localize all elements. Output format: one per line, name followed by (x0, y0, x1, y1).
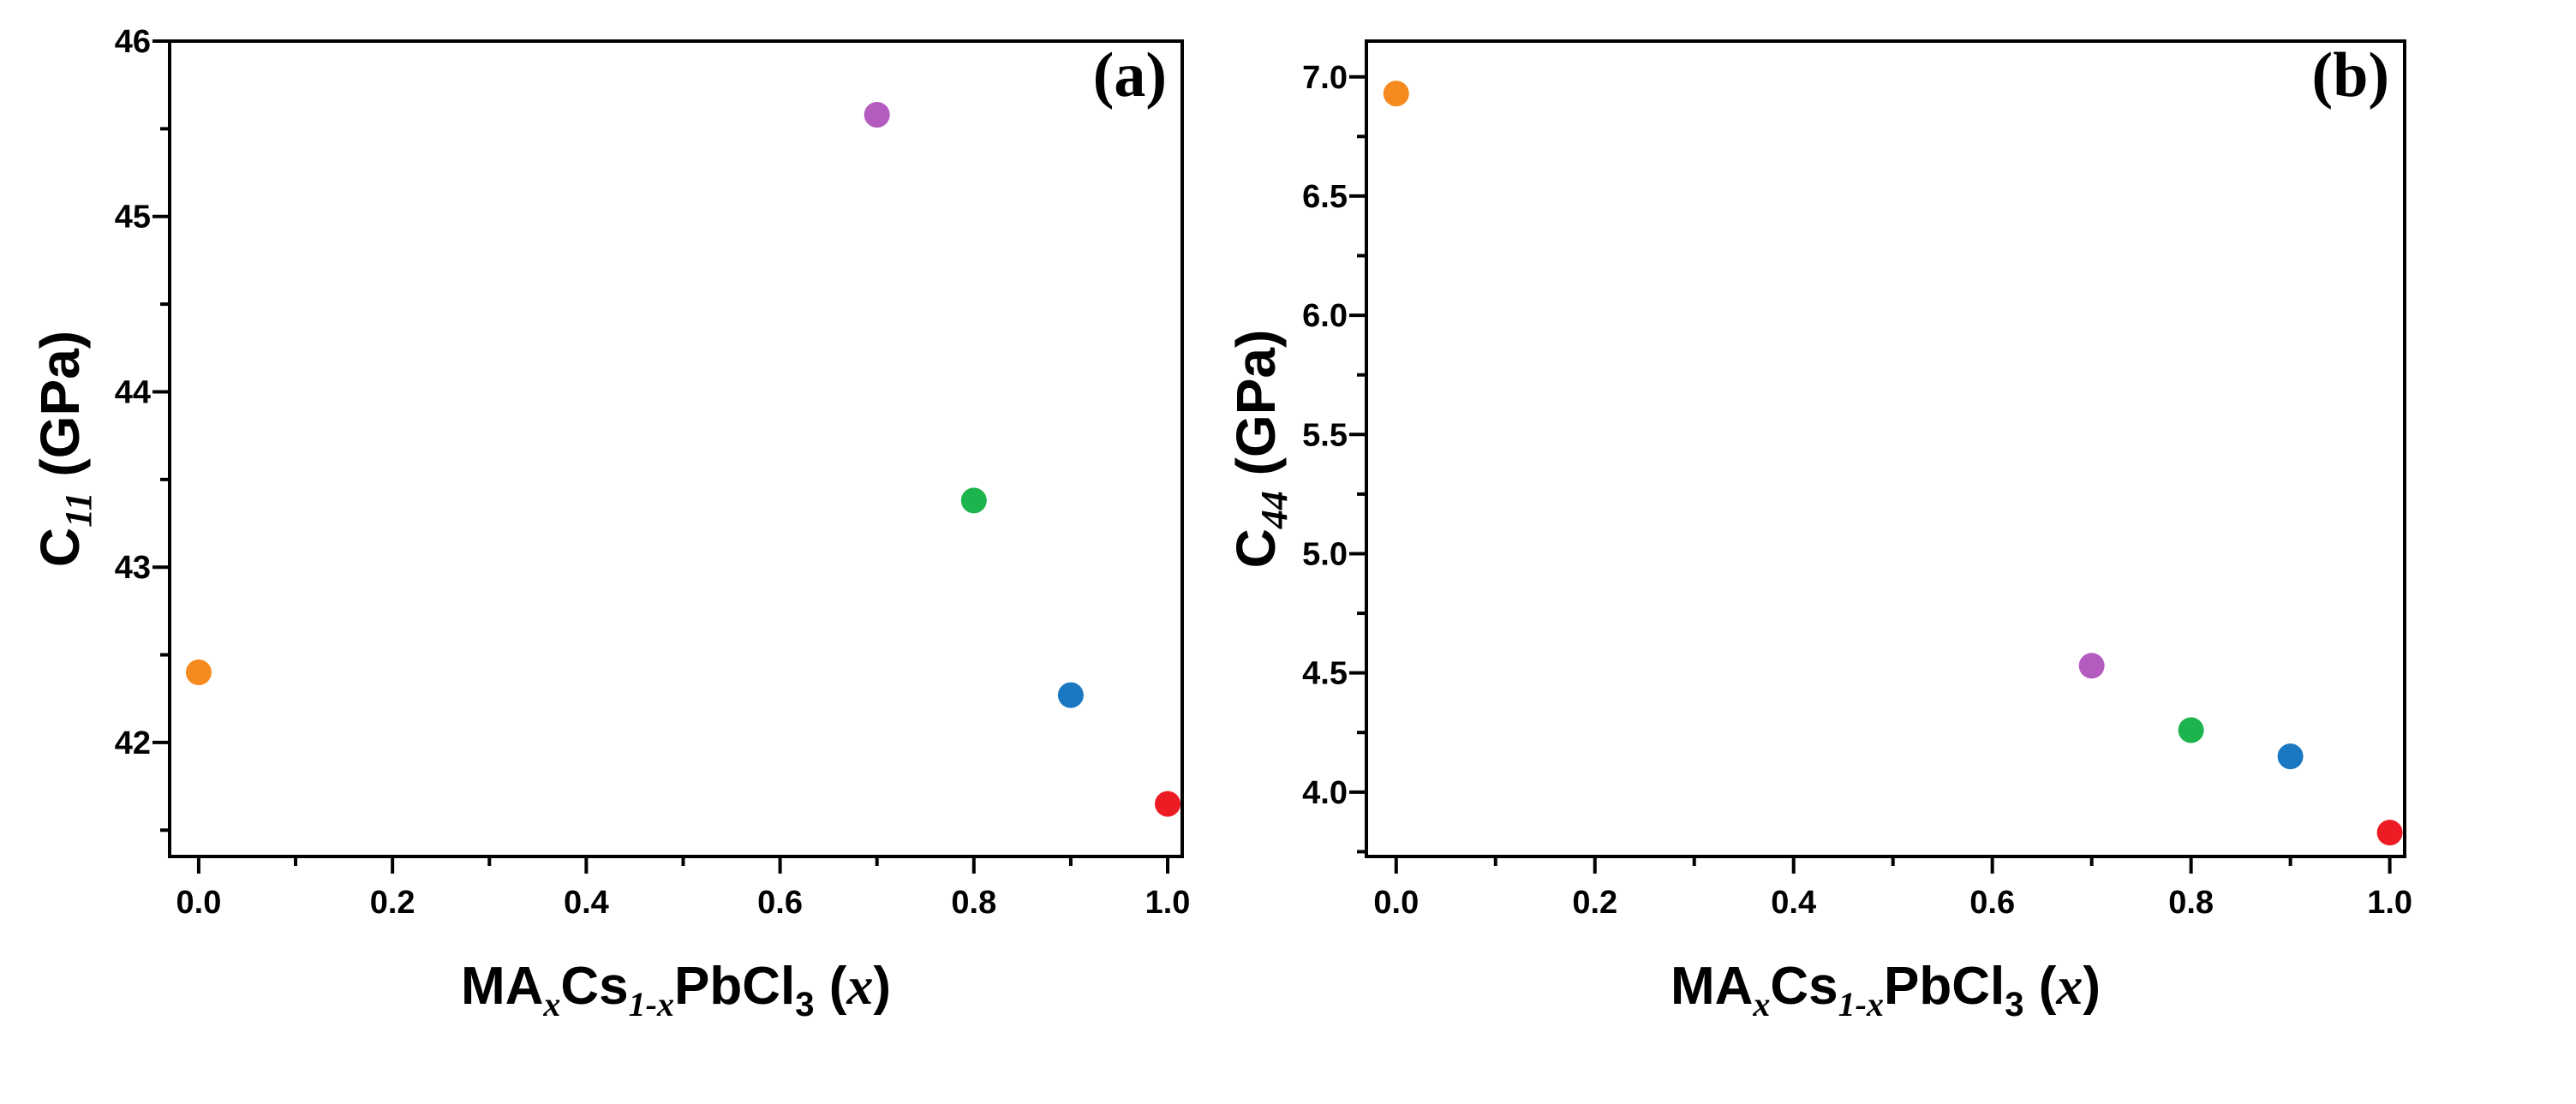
data-point (185, 659, 212, 686)
data-point (1383, 81, 1409, 107)
x-tick-label: 0.4 (1771, 885, 1816, 921)
y-tick-label: 43 (115, 550, 151, 586)
panel-b: 0.0 0.2 0.4 0.6 0.8 1.0 4.0 4.5 5.0 5.5 6.0 6.5 7.0 (… (1225, 39, 2412, 1023)
y-tick-label: 6.5 (1302, 179, 1348, 215)
data-point (960, 487, 987, 514)
data-point (2078, 653, 2105, 679)
y-axis-title: C44 (GPa) (1225, 330, 1295, 569)
y-tick-label: 42 (115, 725, 151, 761)
x-tick-label: 0.6 (1969, 885, 2015, 921)
y-tick-label: 5.0 (1302, 536, 1348, 572)
x-tick-label: 0.0 (176, 885, 222, 921)
y-tick-label: 7.0 (1302, 60, 1348, 96)
y-tick-label: 44 (115, 374, 151, 410)
y-tick-label: 45 (115, 200, 151, 236)
y-tick-label: 6.0 (1302, 298, 1348, 334)
y-axis-title: C11 (GPa) (29, 331, 99, 567)
plot-area-frame (1365, 39, 2406, 858)
panel-label: (b) (2312, 40, 2389, 110)
x-tick-label: 0.0 (1373, 885, 1419, 921)
panel-a: 0.0 0.2 0.4 0.6 0.8 1.0 42 43 44 45 46 (a) MAxCs1-xP… (29, 24, 1190, 1023)
x-tick-label: 0.6 (757, 885, 803, 921)
data-point (1057, 682, 1084, 708)
y-tick-label: 46 (115, 24, 151, 60)
y-tick-label: 5.5 (1302, 417, 1348, 453)
x-tick-label: 0.8 (2168, 885, 2214, 921)
x-axis-title: MAxCs1-xPbCl3 (x) (1671, 957, 2101, 1023)
x-tick-label: 1.0 (2367, 885, 2412, 921)
y-tick-label: 4.0 (1302, 775, 1348, 811)
panel-label: (a) (1093, 40, 1167, 110)
x-tick-label: 0.2 (1572, 885, 1617, 921)
data-point (2376, 820, 2403, 846)
data-point (864, 101, 890, 128)
data-point (2178, 717, 2204, 743)
data-point (2277, 743, 2304, 770)
data-point (1155, 791, 1181, 817)
x-axis-title: MAxCs1-xPbCl3 (x) (461, 957, 891, 1023)
plot-area-frame (168, 39, 1184, 858)
x-tick-label: 1.0 (1145, 885, 1191, 921)
x-tick-label: 0.2 (370, 885, 415, 921)
x-tick-label: 0.8 (951, 885, 996, 921)
x-tick-label: 0.4 (564, 885, 609, 921)
y-tick-label: 4.5 (1302, 656, 1348, 692)
